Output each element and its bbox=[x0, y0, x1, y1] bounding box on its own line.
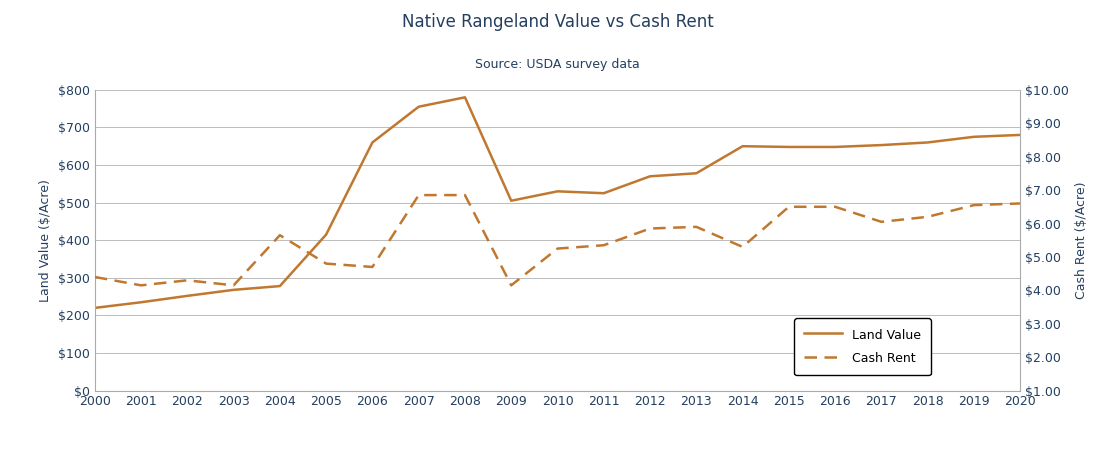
Cash Rent bbox=[551, 246, 564, 251]
Cash Rent bbox=[273, 233, 287, 238]
Line: Cash Rent: Cash Rent bbox=[95, 195, 1020, 286]
Land Value bbox=[505, 198, 518, 203]
Cash Rent bbox=[598, 242, 611, 248]
Land Value bbox=[828, 144, 842, 150]
Land Value bbox=[320, 232, 333, 237]
Land Value bbox=[551, 189, 564, 194]
Land Value bbox=[135, 299, 148, 305]
Cash Rent bbox=[783, 204, 796, 210]
Cash Rent bbox=[505, 283, 518, 288]
Land Value bbox=[413, 104, 426, 110]
Y-axis label: Cash Rent ($/Acre): Cash Rent ($/Acre) bbox=[1075, 181, 1087, 299]
Cash Rent bbox=[921, 214, 934, 220]
Cash Rent bbox=[643, 226, 657, 231]
Land Value bbox=[598, 190, 611, 196]
Legend: Land Value, Cash Rent: Land Value, Cash Rent bbox=[794, 318, 931, 375]
Cash Rent bbox=[366, 264, 379, 270]
Land Value bbox=[875, 142, 889, 148]
Land Value bbox=[921, 140, 934, 145]
Land Value bbox=[88, 305, 101, 311]
Land Value bbox=[227, 287, 241, 293]
Land Value bbox=[458, 95, 472, 100]
Cash Rent bbox=[88, 274, 101, 280]
Land Value bbox=[181, 293, 194, 299]
Line: Land Value: Land Value bbox=[95, 97, 1020, 308]
Cash Rent bbox=[968, 202, 981, 208]
Y-axis label: Land Value ($/Acre): Land Value ($/Acre) bbox=[39, 179, 52, 302]
Land Value bbox=[273, 283, 287, 289]
Land Value bbox=[366, 140, 379, 145]
Cash Rent bbox=[690, 224, 704, 229]
Land Value bbox=[690, 171, 704, 176]
Cash Rent bbox=[227, 283, 241, 288]
Cash Rent bbox=[875, 219, 889, 224]
Cash Rent bbox=[828, 204, 842, 210]
Cash Rent bbox=[181, 277, 194, 283]
Land Value bbox=[783, 144, 796, 150]
Land Value bbox=[643, 174, 657, 179]
Text: Source: USDA survey data: Source: USDA survey data bbox=[475, 58, 640, 71]
Land Value bbox=[736, 144, 749, 149]
Cash Rent bbox=[413, 192, 426, 198]
Land Value bbox=[968, 134, 981, 140]
Cash Rent bbox=[135, 283, 148, 288]
Cash Rent bbox=[320, 261, 333, 266]
Land Value bbox=[1014, 132, 1027, 137]
Cash Rent bbox=[1014, 201, 1027, 206]
Text: Native Rangeland Value vs Cash Rent: Native Rangeland Value vs Cash Rent bbox=[401, 13, 714, 31]
Cash Rent bbox=[458, 192, 472, 198]
Cash Rent bbox=[736, 244, 749, 250]
